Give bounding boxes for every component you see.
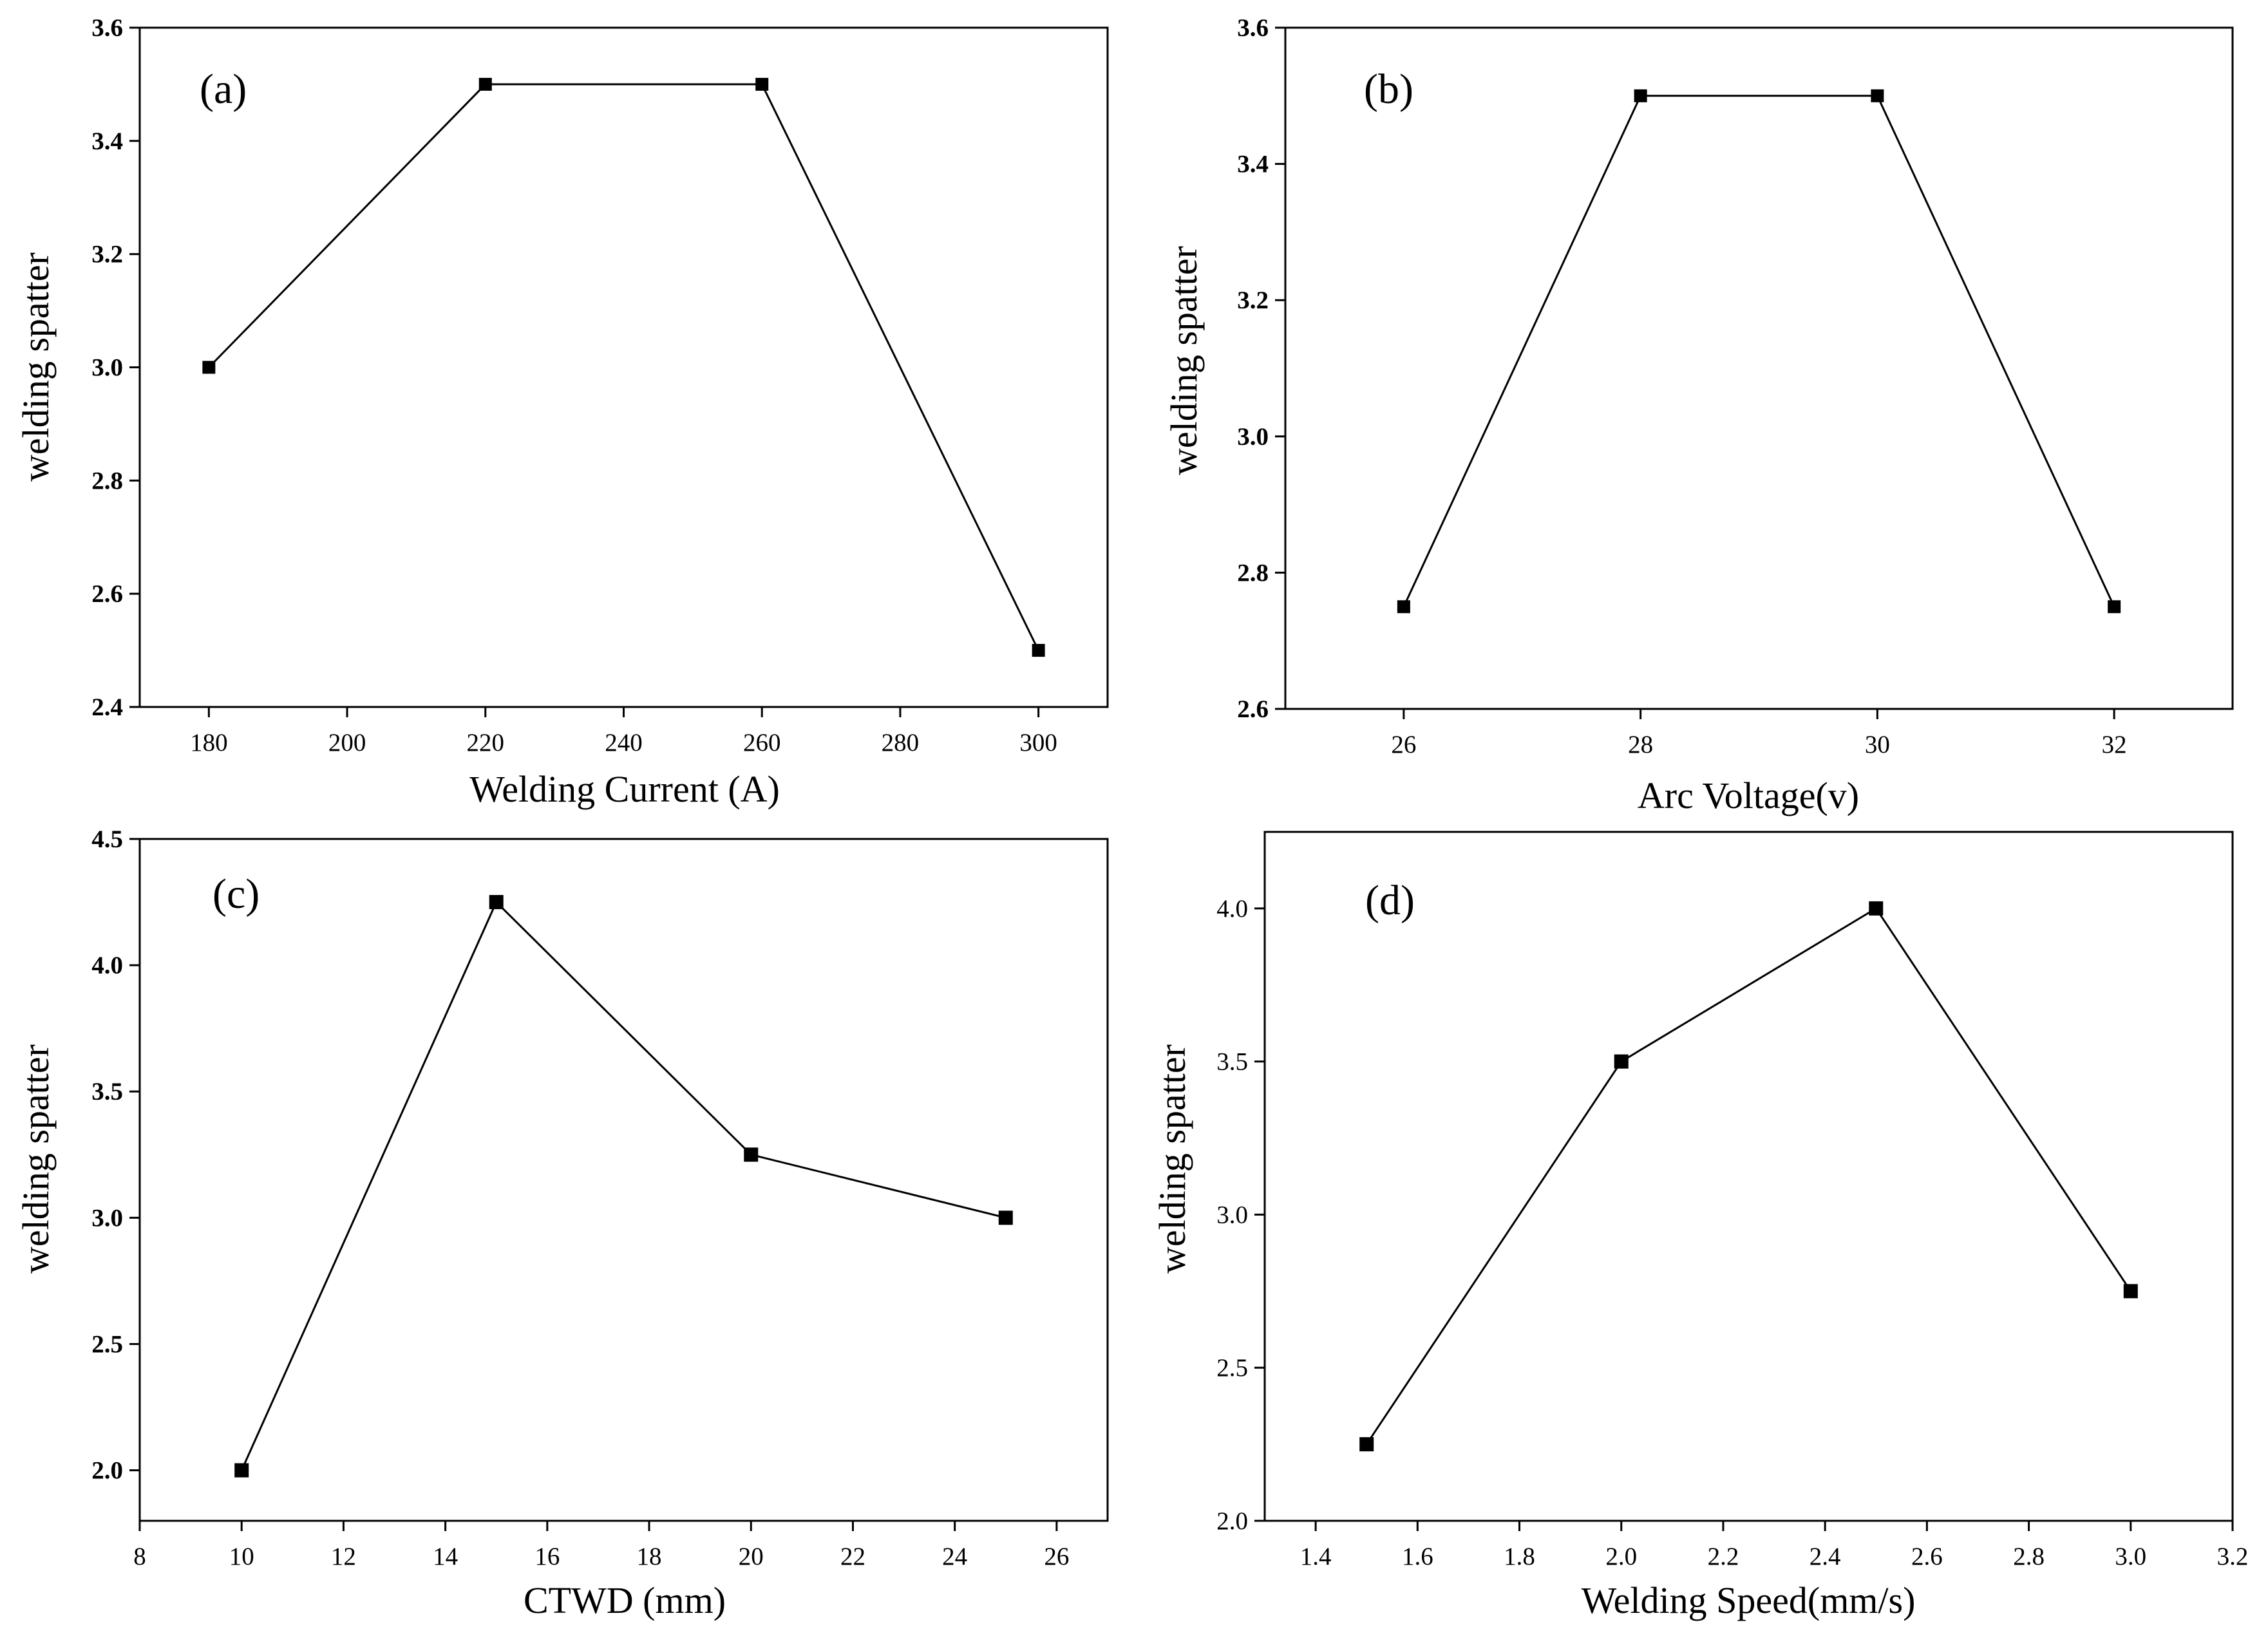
y-tick-label: 3.5 xyxy=(91,1078,123,1106)
x-axis-title: Arc Voltage(v) xyxy=(1638,775,1859,816)
y-axis-title: welding spatter xyxy=(1151,1044,1193,1274)
x-tick-label: 32 xyxy=(2102,731,2127,758)
y-tick-label: 3.5 xyxy=(1216,1048,1248,1076)
x-tick-label: 3.0 xyxy=(2115,1543,2146,1570)
x-tick-label: 260 xyxy=(743,729,781,757)
y-axis-title: welding spatter xyxy=(15,1044,57,1274)
x-tick-label: 2.6 xyxy=(1911,1543,1943,1570)
y-tick-label: 3.0 xyxy=(1216,1201,1248,1228)
data-point xyxy=(1397,600,1410,614)
y-tick-label: 2.4 xyxy=(91,693,123,721)
series-line xyxy=(240,900,1006,1471)
chart-panel-d: 1.4 1.6 1.8 2.0 2.2 2.4 2.6 2.8 3.0 3.2 2.0 2.5 3.0 3… xyxy=(1151,831,2249,1621)
x-tick-label: 26 xyxy=(1391,731,1416,758)
x-tick-label: 2.4 xyxy=(1810,1543,1841,1570)
data-point xyxy=(202,361,216,374)
x-axis-title: Welding Speed(mm/s) xyxy=(1582,1579,1916,1621)
data-point xyxy=(1634,89,1647,102)
plot-frame xyxy=(138,838,1109,1522)
y-tick-label: 3.4 xyxy=(1237,151,1269,178)
x-axis-title: Welding Current (A) xyxy=(469,768,780,810)
y-tick-label: 3.0 xyxy=(1237,423,1269,451)
series-line xyxy=(208,83,1039,651)
panel-label: (b) xyxy=(1364,66,1413,113)
data-point xyxy=(1614,1054,1629,1069)
x-tick-label: 24 xyxy=(942,1543,967,1570)
x-tick-label: 280 xyxy=(882,729,920,757)
y-tick-label: 2.8 xyxy=(91,467,123,494)
plot-frame xyxy=(1284,26,2234,710)
y-tick-label: 3.4 xyxy=(91,127,123,155)
data-point xyxy=(478,77,492,91)
x-tick-label: 28 xyxy=(1628,731,1653,758)
plot-frame xyxy=(138,26,1109,708)
x-tick-label: 2.8 xyxy=(2013,1543,2045,1570)
x-tick-label: 220 xyxy=(467,729,505,757)
y-axis-title: welding spatter xyxy=(1163,246,1205,475)
x-tick-label: 240 xyxy=(605,729,643,757)
x-tick-label: 1.4 xyxy=(1300,1543,1332,1570)
x-axis-title: CTWD (mm) xyxy=(524,1579,726,1621)
y-tick-label: 3.0 xyxy=(91,1204,123,1232)
y-tick-label: 4.5 xyxy=(91,825,123,853)
data-point xyxy=(755,77,769,91)
data-point xyxy=(998,1210,1013,1225)
x-tick-label: 30 xyxy=(1865,731,1890,758)
y-tick-label: 3.6 xyxy=(1237,14,1269,42)
data-point xyxy=(489,895,504,910)
data-point xyxy=(1359,1437,1374,1452)
x-tick-label: 10 xyxy=(229,1543,254,1570)
x-tick-label: 2.2 xyxy=(1708,1543,1739,1570)
x-tick-label: 14 xyxy=(433,1543,458,1570)
x-tick-label: 180 xyxy=(190,729,228,757)
y-tick-label: 4.0 xyxy=(1216,895,1248,923)
y-tick-label: 2.8 xyxy=(1237,559,1269,587)
series-line xyxy=(1365,907,2132,1445)
x-tick-label: 2.0 xyxy=(1605,1543,1637,1570)
chart-panel-c: 8 10 12 14 16 18 20 22 24 26 2.0 2.5 3.0 3.5 4.0 4.5 CTW… xyxy=(15,825,1109,1621)
x-tick-label: 300 xyxy=(1019,729,1057,757)
x-tick-label: 26 xyxy=(1044,1543,1069,1570)
data-point xyxy=(744,1147,759,1162)
y-axis-title: welding spatter xyxy=(15,252,57,482)
x-tick-label: 1.8 xyxy=(1504,1543,1535,1570)
x-tick-label: 16 xyxy=(534,1543,560,1570)
series-line xyxy=(1403,95,2115,607)
data-point xyxy=(2123,1284,2138,1299)
data-point xyxy=(1869,901,1884,916)
panel-label: (c) xyxy=(213,871,260,918)
y-tick-label: 3.6 xyxy=(91,14,123,42)
y-tick-label: 2.0 xyxy=(91,1457,123,1485)
y-tick-label: 3.0 xyxy=(91,354,123,382)
x-tick-label: 22 xyxy=(840,1543,865,1570)
panel-label: (d) xyxy=(1365,877,1415,924)
x-tick-label: 1.6 xyxy=(1402,1543,1433,1570)
y-tick-label: 3.2 xyxy=(1237,287,1269,314)
data-point xyxy=(1871,89,1884,102)
data-point xyxy=(234,1463,249,1478)
y-tick-label: 3.2 xyxy=(91,241,123,268)
data-point xyxy=(1032,644,1045,657)
x-tick-label: 200 xyxy=(328,729,366,757)
y-tick-label: 2.6 xyxy=(1237,695,1269,723)
x-tick-label: 3.2 xyxy=(2217,1543,2249,1570)
y-tick-label: 2.5 xyxy=(1216,1354,1248,1382)
chart-panel-a: 180 200 220 240 260 280 300 2.4 2.6 2.8 3.0 3.2 3.4 3… xyxy=(15,14,1109,810)
x-tick-label: 20 xyxy=(739,1543,764,1570)
panel-label: (a) xyxy=(200,66,247,113)
chart-panel-b: 26 28 30 32 2.6 2.8 3.0 3.2 3.4 3.6 Arc Voltage(v)… xyxy=(1163,14,2234,816)
y-tick-label: 2.5 xyxy=(91,1330,123,1358)
x-tick-label: 8 xyxy=(133,1543,146,1570)
y-tick-label: 2.6 xyxy=(91,580,123,608)
data-point xyxy=(2108,600,2121,614)
y-tick-label: 2.0 xyxy=(1216,1507,1248,1535)
x-tick-label: 12 xyxy=(331,1543,356,1570)
plot-frame xyxy=(1263,831,2234,1522)
y-tick-label: 4.0 xyxy=(91,952,123,979)
x-tick-label: 18 xyxy=(637,1543,662,1570)
